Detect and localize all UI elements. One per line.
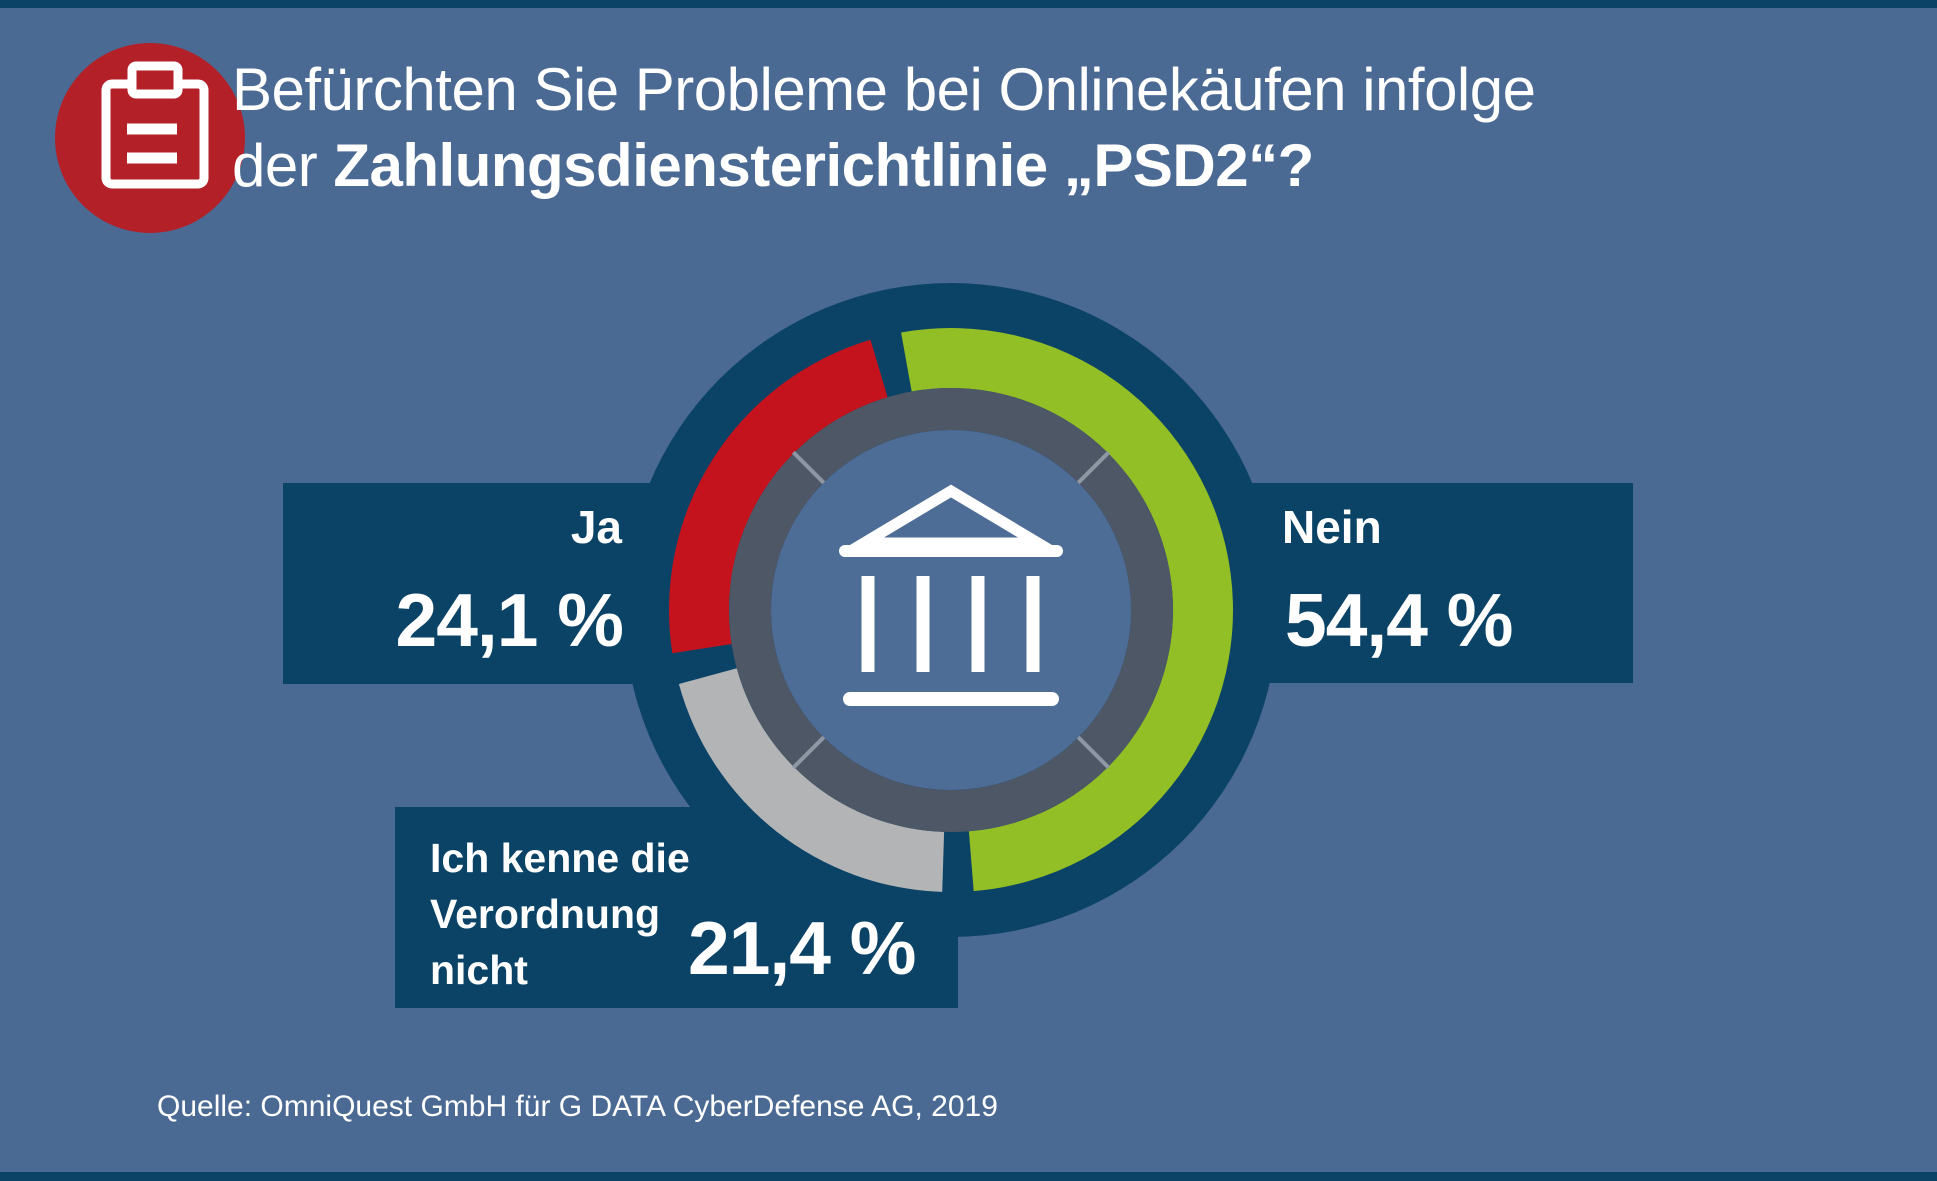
- clipboard-icon: [101, 61, 209, 189]
- bank-pediment: [844, 484, 1058, 549]
- nein-label: Nein: [1282, 501, 1382, 553]
- ring-divider: [1076, 735, 1111, 770]
- unknown-value: 21,4 %: [688, 906, 916, 990]
- survey-badge: [55, 43, 245, 233]
- ja-value: 24,1 %: [395, 578, 624, 662]
- ring-divider: [791, 735, 826, 770]
- donut-segments: [669, 327, 1234, 892]
- bank-icon: [839, 484, 1063, 706]
- title-line-2-prefix: der: [232, 132, 334, 199]
- unknown-label-line-3: nicht: [430, 947, 528, 993]
- donut-inner-ring: [729, 388, 1173, 832]
- ja-label: Ja: [570, 501, 622, 553]
- unknown-label-line-2: Verordnung: [430, 891, 661, 937]
- title-line-2-bold: Zahlungsdiensterichtlinie „PSD2“?: [333, 132, 1314, 199]
- source-credit: Quelle: OmniQuest GmbH für G DATA CyberD…: [157, 1090, 998, 1123]
- segment-ja: [669, 339, 888, 654]
- ring-divider: [791, 450, 826, 485]
- title-line-1: Befürchten Sie Probleme bei Onlinekäufen…: [232, 56, 1536, 123]
- donut-center-disc: [771, 430, 1131, 790]
- inner-ring-dividers: [791, 450, 1111, 770]
- clipboard-clip: [127, 61, 183, 99]
- top-border-strip: [0, 0, 1937, 8]
- unknown-label: Ich kenne die Verordnung nicht: [430, 830, 690, 998]
- page-title: Befürchten Sie Probleme bei Onlinekäufen…: [232, 52, 1536, 204]
- title-line-2: der Zahlungsdiensterichtlinie „PSD2“?: [232, 128, 1536, 204]
- segment-ich-kenne-die-verordnung-nicht: [678, 668, 945, 892]
- nein-value: 54,4 %: [1285, 578, 1513, 662]
- bottom-border-strip: [0, 1172, 1937, 1181]
- segment-nein: [901, 327, 1234, 892]
- unknown-label-line-1: Ich kenne die: [430, 835, 690, 881]
- ring-divider: [1076, 450, 1111, 485]
